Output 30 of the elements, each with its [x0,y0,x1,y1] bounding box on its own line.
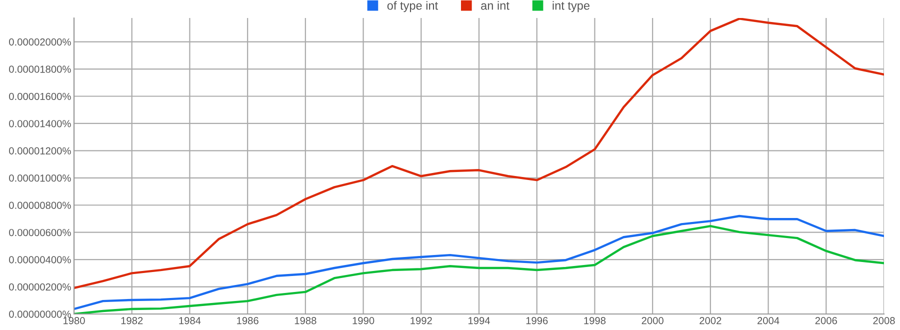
y-tick-label: 0.00000800% [9,202,71,209]
legend-label: int type [552,1,590,12]
x-tick-label: 1980 [63,317,85,324]
x-tick-label: 1992 [410,317,432,324]
x-tick-label: 1984 [179,317,201,324]
y-tick-label: 0.00000400% [9,256,71,264]
x-tick-label: 2000 [642,317,664,324]
x-tick-label: 1994 [468,317,490,324]
x-tick-label: 2002 [700,317,722,324]
legend-label: of type int [387,1,438,12]
y-tick-label: 0.00001800% [9,66,71,73]
y-tick-label: 0.00000600% [9,228,71,236]
y-tick-label: 0.00002000% [9,38,71,46]
y-tick-label: 0.00001600% [9,92,71,100]
line-series [74,18,884,290]
x-tick-label: 2006 [815,317,837,324]
x-tick-label: 1996 [526,317,548,324]
x-tick-label: 1990 [352,317,374,324]
y-tick-label: 0.00001000% [9,174,71,182]
legend-label: an int [481,1,510,10]
x-tick-label: 2004 [758,317,780,324]
x-tick-label: 1988 [294,317,316,324]
y-tick-label: 0.00000000% [9,310,71,318]
x-tick-label: 2008 [873,317,895,324]
y-tick-label: 0.00000200% [9,283,71,291]
y-tick-label: 0.00001200% [9,147,71,154]
x-tick-label: 1986 [237,317,258,324]
y-tick-label: 0.00001400% [9,120,71,128]
x-tick-label: 1982 [121,317,143,324]
x-tick-label: 1998 [584,317,606,324]
